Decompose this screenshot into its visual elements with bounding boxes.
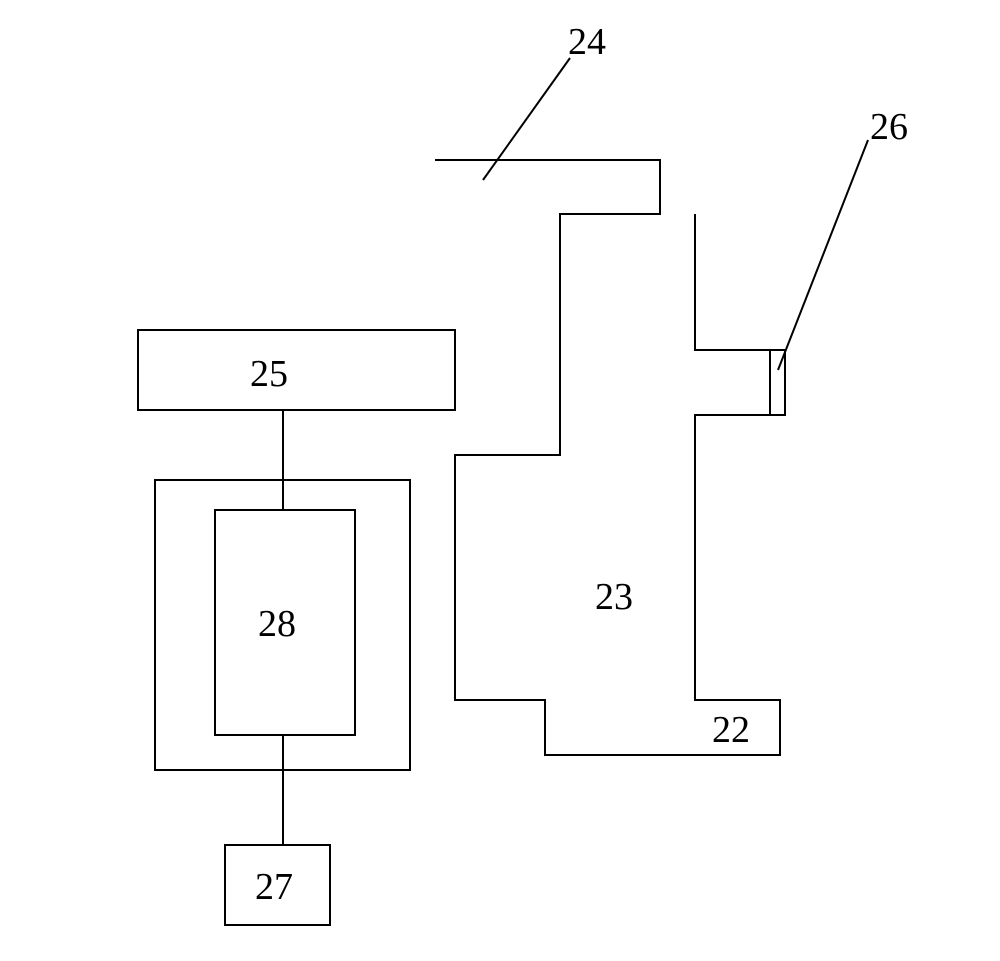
label-24: 24 <box>568 20 606 64</box>
label-28: 28 <box>258 602 296 646</box>
label-26: 26 <box>870 105 908 149</box>
box-25 <box>138 330 455 410</box>
leader-26 <box>778 140 868 370</box>
diagram-container: 24 26 25 23 28 22 27 <box>0 0 1000 956</box>
label-25: 25 <box>250 352 288 396</box>
label-22: 22 <box>712 708 750 752</box>
main-shape-outline <box>435 160 780 755</box>
leader-24 <box>483 58 570 180</box>
diagram-svg <box>0 0 1000 956</box>
label-27: 27 <box>255 865 293 909</box>
label-23: 23 <box>595 575 633 619</box>
